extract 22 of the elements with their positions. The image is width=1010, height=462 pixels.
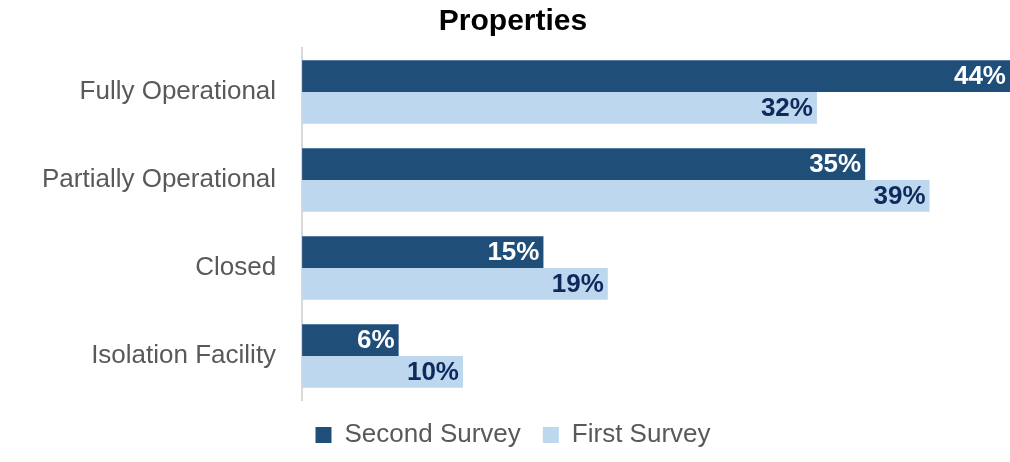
data-label: 19% [551, 268, 604, 299]
data-label: 15% [487, 236, 540, 267]
data-label: 6% [357, 324, 395, 355]
data-label: 39% [873, 180, 926, 211]
data-label: 32% [760, 92, 813, 123]
y-tick-label: Closed [195, 251, 277, 282]
bar [302, 148, 866, 180]
data-label: 10% [406, 356, 459, 387]
legend-label: First Survey [571, 418, 711, 449]
legend-label: Second Survey [344, 418, 521, 449]
y-tick-label: Isolation Facility [91, 339, 277, 370]
bar [302, 60, 1010, 92]
y-tick-label: Fully Operational [79, 75, 277, 106]
data-label: 44% [953, 60, 1006, 91]
bar [302, 236, 544, 268]
data-label: 35% [809, 148, 862, 179]
bar [302, 268, 608, 300]
chart-title: Properties [438, 3, 588, 37]
bar [302, 180, 930, 212]
y-tick-label: Partially Operational [41, 163, 277, 194]
bar [302, 92, 817, 124]
bar [302, 356, 463, 388]
